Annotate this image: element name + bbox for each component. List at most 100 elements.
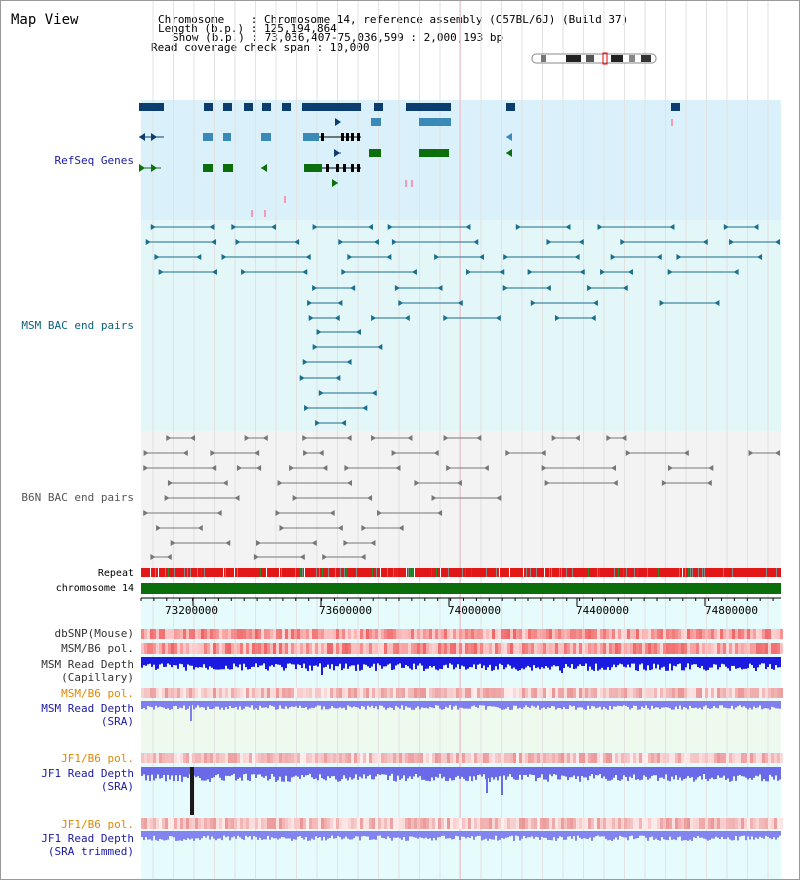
heat-cell: [252, 818, 255, 829]
msm-bac-pair-end: [307, 300, 313, 306]
depth-bar: [775, 767, 777, 776]
heat-cell: [540, 753, 543, 763]
heat-cell: [570, 643, 573, 654]
heat-cell: [696, 818, 699, 829]
depth-bar: [183, 701, 185, 706]
depth-bar: [239, 657, 241, 665]
msm-bac-label[interactable]: MSM BAC end pairs: [21, 319, 134, 332]
depth-bar: [779, 767, 781, 780]
repeat-mark: [440, 568, 441, 577]
heat-cell: [612, 688, 615, 698]
depth-bar: [701, 767, 703, 780]
heat-cell: [612, 643, 615, 654]
depth-bar: [691, 701, 693, 709]
heat-cell: [744, 629, 747, 639]
heat-cell: [741, 629, 744, 639]
heat-cell: [246, 688, 249, 698]
depth-bar: [517, 657, 519, 671]
depth-bar: [649, 657, 651, 671]
depth-bar: [401, 657, 403, 668]
heat-cell: [660, 643, 663, 654]
depth-bar: [329, 701, 331, 709]
heat-cell: [630, 753, 633, 763]
depth-bar: [627, 831, 629, 841]
heat-cell: [696, 753, 699, 763]
depth-bar: [439, 831, 441, 838]
heat-cell: [618, 818, 621, 829]
heat-cell: [363, 818, 366, 829]
heat-cell: [780, 688, 783, 698]
depth-bar: [355, 701, 357, 708]
depth-bar: [759, 831, 761, 837]
heat-cell: [153, 643, 156, 654]
depth-bar: [255, 701, 257, 709]
heat-cell: [243, 818, 246, 829]
depth-bar: [255, 767, 257, 778]
heat-cell: [201, 629, 204, 639]
heat-cell: [273, 818, 276, 829]
heat-cell: [663, 643, 666, 654]
heat-cell: [495, 629, 498, 639]
heat-cell: [606, 818, 609, 829]
depth-bar: [223, 831, 225, 836]
depth-bar: [237, 831, 239, 836]
heat-cell: [729, 643, 732, 654]
depth-bar: [283, 831, 285, 838]
heat-cell: [588, 688, 591, 698]
depth-bar: [705, 657, 707, 671]
depth-bar: [345, 701, 347, 710]
heat-cell: [417, 629, 420, 639]
depth-bar: [449, 831, 451, 839]
depth-bar: [257, 701, 259, 710]
depth-bar: [419, 831, 421, 838]
msm-bac-pair-end: [620, 239, 626, 245]
depth-bar: [401, 831, 403, 840]
heat-cell: [486, 643, 489, 654]
heat-cell: [513, 818, 516, 829]
depth-bar: [295, 657, 297, 670]
heat-cell: [663, 818, 666, 829]
depth-bar: [147, 701, 149, 707]
depth-bar: [555, 831, 557, 841]
heat-cell: [402, 818, 405, 829]
b6n-bac-label[interactable]: B6N BAC end pairs: [21, 491, 134, 504]
depth-bar: [269, 701, 271, 706]
heat-cell: [282, 629, 285, 639]
depth-bar: [385, 701, 387, 710]
gene-exon: [304, 164, 322, 172]
depth-bar: [669, 767, 671, 782]
depth-bar: [577, 831, 579, 836]
depth-bar: [369, 701, 371, 708]
depth-bar: [303, 831, 305, 840]
heat-cell: [186, 688, 189, 698]
repeat-mark: [658, 568, 659, 577]
msm-bac-pair-end: [304, 405, 310, 411]
depth-bar: [555, 701, 557, 710]
depth-bar: [221, 831, 223, 841]
heat-cell: [306, 629, 309, 639]
depth-bar: [437, 767, 439, 778]
heat-cell: [396, 643, 399, 654]
b6n-bac-pair-end: [289, 465, 295, 471]
depth-bar: [763, 831, 765, 839]
depth-bar: [347, 767, 349, 781]
depth-bar: [527, 657, 529, 666]
heat-cell: [675, 629, 678, 639]
depth-bar: [629, 657, 631, 668]
refseq-genes-label[interactable]: RefSeq Genes: [54, 154, 134, 167]
heat-cell: [345, 818, 348, 829]
heat-cell: [189, 753, 192, 763]
heat-cell: [714, 753, 717, 763]
heat-cell: [384, 688, 387, 698]
depth-bar: [381, 767, 383, 775]
depth-bar: [249, 831, 251, 837]
heat-cell: [225, 688, 228, 698]
heat-cell: [453, 818, 456, 829]
repeat-mark: [637, 568, 638, 577]
depth-bar: [631, 767, 633, 779]
depth-bar: [543, 701, 545, 708]
depth-bar: [305, 701, 307, 707]
heat-cell: [303, 753, 306, 763]
heat-cell: [753, 643, 756, 654]
